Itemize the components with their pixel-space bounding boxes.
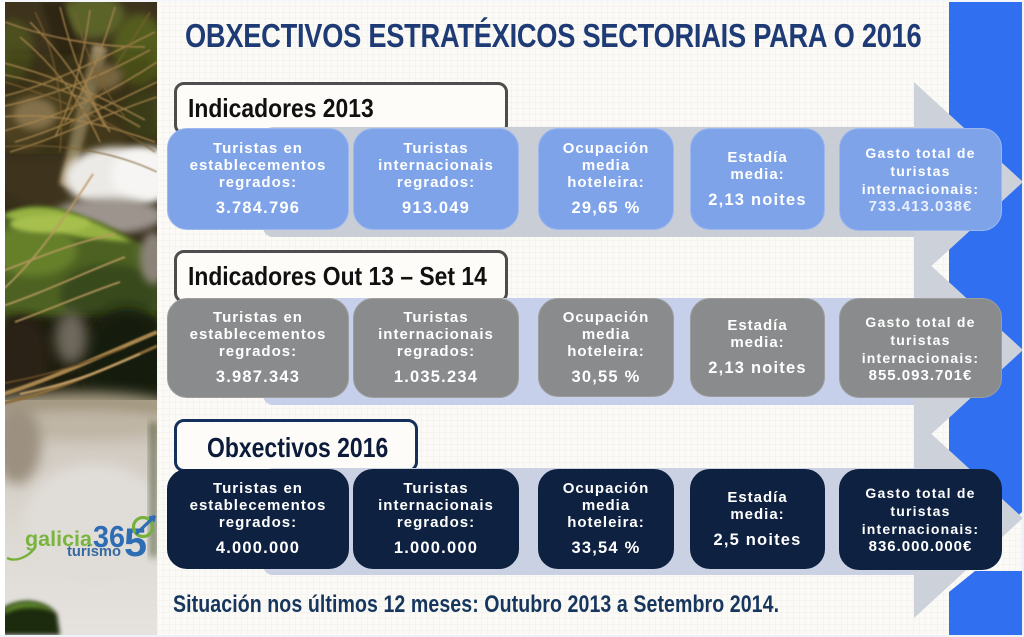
svg-text:turismo: turismo [67, 543, 121, 560]
svg-text:36: 36 [93, 519, 125, 554]
svg-text:galicia: galicia [25, 528, 92, 551]
svg-text:5: 5 [124, 521, 147, 565]
